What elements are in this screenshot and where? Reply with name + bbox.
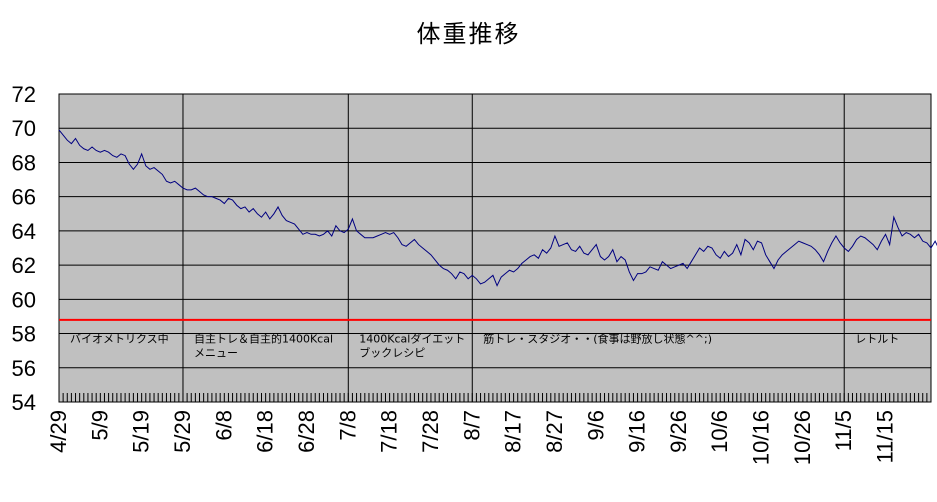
y-tick-label: 70	[12, 116, 36, 141]
x-tick-label: 6/18	[253, 410, 278, 453]
x-tick-label: 11/15	[873, 410, 898, 463]
plot-area-background	[58, 93, 932, 403]
y-tick-label: 62	[12, 253, 36, 278]
chart-title: 体重推移	[416, 20, 521, 48]
x-tick-label: 6/8	[211, 410, 236, 441]
x-tick-label: 7/28	[418, 410, 443, 453]
y-tick-label: 64	[12, 219, 36, 244]
x-axis-minor-ticks	[58, 393, 932, 402]
x-tick-label: 6/28	[294, 410, 319, 453]
phase-label: 自主トレ＆自主的1400Kcal	[194, 332, 333, 346]
phase-label: 1400Kcalダイエット	[359, 332, 465, 346]
x-tick-label: 7/8	[335, 410, 360, 441]
phase-label: バイオメトリクス中	[70, 333, 169, 346]
y-tick-label: 58	[12, 322, 36, 347]
x-tick-label: 5/29	[170, 410, 195, 453]
phase-label: ブックレシピ	[359, 346, 425, 360]
y-tick-label: 56	[12, 356, 36, 381]
x-tick-label: 8/27	[542, 410, 567, 453]
phase-label: レトルト	[855, 333, 899, 346]
x-tick-label: 5/19	[129, 410, 154, 453]
x-tick-label: 9/16	[625, 410, 650, 453]
x-tick-label: 7/18	[377, 410, 402, 453]
x-tick-label: 11/5	[831, 410, 856, 451]
x-tick-label: 8/7	[459, 410, 484, 441]
x-tick-label: 10/6	[707, 410, 732, 453]
x-tick-label: 9/6	[583, 410, 608, 441]
x-tick-label: 10/26	[790, 410, 815, 465]
x-tick-label: 4/29	[46, 410, 71, 453]
y-tick-label: 72	[12, 82, 36, 107]
x-tick-label: 8/17	[501, 410, 526, 453]
x-tick-label: 10/16	[749, 410, 774, 465]
x-tick-label: 5/9	[87, 410, 112, 441]
phase-label: 筋トレ・スタジオ・・(食事は野放し状態^^;)	[483, 332, 712, 346]
x-tick-label: 9/26	[666, 410, 691, 453]
y-tick-label: 66	[12, 185, 36, 210]
y-tick-label: 60	[12, 287, 36, 312]
y-tick-label: 68	[12, 150, 36, 175]
weight-series-line	[58, 129, 937, 287]
y-tick-label: 54	[12, 390, 36, 415]
phase-label: メニュー	[194, 347, 238, 360]
